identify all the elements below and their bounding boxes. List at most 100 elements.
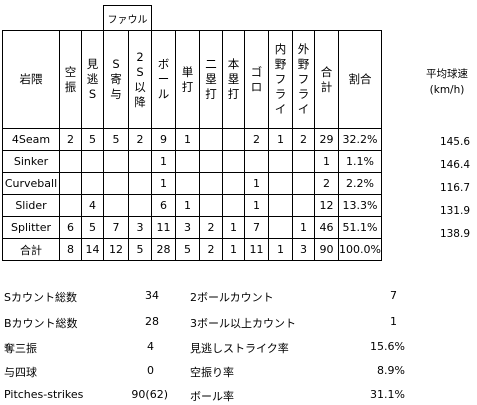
stat-cell: 28: [151, 238, 176, 261]
velocity-header-unit: (km/h): [429, 84, 465, 96]
col-header-home-run: 本塁打: [227, 57, 240, 101]
stat-cell: 1: [175, 194, 200, 217]
velocity-value: 145.6: [439, 136, 470, 148]
summary-label: 空振り率: [190, 366, 234, 379]
stat-cell: 3: [128, 216, 152, 239]
stat-cell: 5: [103, 128, 129, 151]
velocity-value: 116.7: [439, 182, 470, 194]
summary-label: 与四球: [4, 366, 37, 379]
pitch-type-cell: Sinker: [2, 150, 60, 173]
col-header-foul-two-strikes: 2S以降: [134, 49, 146, 109]
stat-cell: [59, 194, 82, 217]
stat-cell: [128, 172, 152, 195]
summary-value: 28: [145, 315, 159, 328]
velocity-header: 平均球速 (km/h): [422, 66, 472, 98]
stat-cell: 90: [314, 238, 339, 261]
stat-cell: 3: [292, 238, 315, 261]
stat-cell: 1: [314, 150, 339, 173]
col-header-total: 合計: [320, 64, 333, 94]
col-header-swinging-strike: 空振: [64, 64, 77, 94]
pitch-type-cell: Slider: [2, 194, 60, 217]
stat-cell: [175, 172, 200, 195]
velocity-value: 138.9: [439, 228, 470, 240]
stat-cell: 46: [314, 216, 339, 239]
stat-cell: [268, 150, 293, 173]
stat-cell: 3: [175, 216, 200, 239]
table-row: Curveball 1 1 2 2.2%: [2, 172, 382, 195]
summary-label: Sカウント総数: [4, 291, 77, 304]
stat-cell: 11: [151, 216, 176, 239]
col-header-infield-fly: 内野フライ: [274, 42, 287, 116]
stat-cell: 4: [81, 194, 104, 217]
summary-label: Pitches-strikes: [4, 388, 84, 401]
summary-value: 7: [390, 289, 397, 302]
stat-cell: [199, 172, 223, 195]
stat-cell: [103, 194, 129, 217]
summary-label: 見逃しストライク率: [190, 342, 289, 355]
stat-cell: 14: [81, 238, 104, 261]
summary-value: 8.9%: [377, 364, 405, 377]
col-header-double: 二塁打: [205, 57, 217, 101]
stat-cell: [268, 194, 293, 217]
stat-cell: [244, 150, 269, 173]
summary-label: 奪三振: [4, 342, 37, 355]
col-header-foul-strike: S寄与: [110, 57, 122, 101]
stat-cell: 1: [244, 194, 269, 217]
table-row: Splitter 6 5 7 3 11 3 2 1 7 1 46 51.1%: [2, 216, 382, 239]
col-header-single: 単打: [181, 64, 194, 94]
stat-cell: 9: [151, 128, 176, 151]
stat-cell: 6: [59, 216, 82, 239]
summary-value: 0: [147, 364, 154, 377]
stat-cell: 2.2%: [338, 172, 382, 195]
stat-cell: 1: [222, 238, 245, 261]
stat-cell: [222, 128, 245, 151]
stat-cell: 8: [59, 238, 82, 261]
summary-value: 4: [147, 340, 154, 353]
stat-cell: 32.2%: [338, 128, 382, 151]
table-row: Slider 4 6 1 1 12 13.3%: [2, 194, 382, 217]
stat-cell: [128, 194, 152, 217]
stat-cell: 7: [103, 216, 129, 239]
stat-cell: 1: [268, 128, 293, 151]
stat-cell: [268, 172, 293, 195]
stat-cell: 13.3%: [338, 194, 382, 217]
stat-cell: [292, 172, 315, 195]
stat-cell: 1: [244, 172, 269, 195]
stat-cell: [292, 194, 315, 217]
table-row: Sinker 1 1 1.1%: [2, 150, 382, 173]
summary-value: 15.6%: [370, 340, 405, 353]
col-header-ball: ボール: [157, 57, 170, 101]
stat-cell: 5: [175, 238, 200, 261]
summary-value: 34: [145, 289, 159, 302]
stat-cell: 100.0%: [338, 238, 382, 261]
pitch-type-cell: 合計: [2, 238, 60, 261]
stat-cell: 51.1%: [338, 216, 382, 239]
stat-cell: 2: [199, 216, 223, 239]
velocity-header-title: 平均球速: [426, 68, 468, 80]
stat-cell: 5: [128, 238, 152, 261]
stat-cell: [199, 194, 223, 217]
col-header-grounder: ゴロ: [250, 64, 263, 94]
stat-cell: 11: [244, 238, 269, 261]
stat-cell: 1: [175, 128, 200, 151]
summary-value: 1: [390, 315, 397, 328]
stat-cell: [222, 194, 245, 217]
stat-cell: 5: [81, 216, 104, 239]
stat-cell: 2: [59, 128, 82, 151]
stat-cell: [59, 172, 82, 195]
stat-cell: [292, 150, 315, 173]
stat-cell: 7: [244, 216, 269, 239]
stat-cell: 6: [151, 194, 176, 217]
stat-cell: [103, 150, 129, 173]
stat-cell: [103, 172, 129, 195]
stat-cell: 12: [103, 238, 129, 261]
stat-cell: [81, 172, 104, 195]
stat-cell: 2: [244, 128, 269, 151]
summary-label: 3ボール以上カウント: [190, 317, 296, 330]
stat-cell: 2: [292, 128, 315, 151]
stat-cell: 5: [81, 128, 104, 151]
stat-cell: [199, 150, 223, 173]
pitch-type-cell: Splitter: [2, 216, 60, 239]
stat-cell: 29: [314, 128, 339, 151]
stat-cell: [175, 150, 200, 173]
